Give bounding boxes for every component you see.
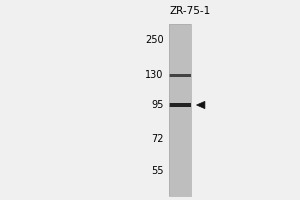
Bar: [169, 24, 190, 196]
Polygon shape: [196, 101, 205, 109]
Text: ZR-75-1: ZR-75-1: [170, 6, 211, 16]
Text: 72: 72: [151, 134, 164, 144]
Text: 55: 55: [151, 166, 164, 176]
Text: 95: 95: [151, 100, 164, 110]
Bar: [169, 74, 190, 77]
Bar: [169, 103, 190, 107]
Bar: [169, 24, 191, 196]
Text: 130: 130: [145, 70, 164, 80]
Text: 250: 250: [145, 35, 164, 45]
